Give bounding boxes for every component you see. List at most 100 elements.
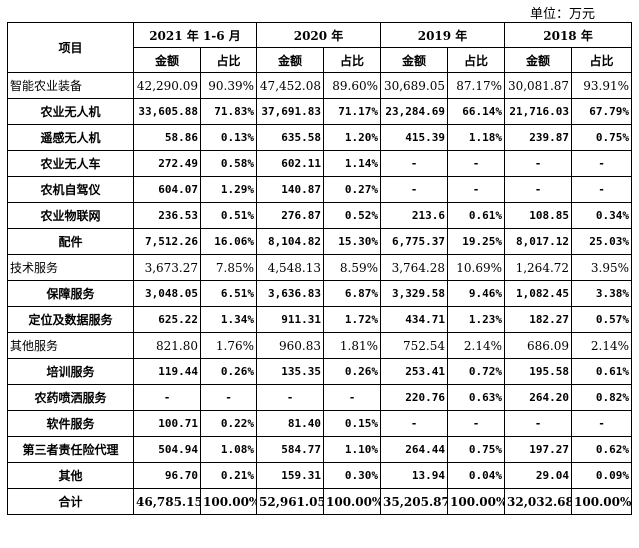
header-row-metrics: 金额 占比 金额 占比 金额 占比 金额 占比	[8, 47, 633, 73]
table-row: 其他服务 821.80 1.76% 960.83 1.81% 752.54 2.14% 686…	[7, 332, 633, 359]
ratio-cell: -	[447, 150, 506, 177]
amount-cell: 264.44	[380, 436, 449, 463]
amount-cell: 21,716.03	[504, 98, 573, 125]
header-amount: 金额	[256, 47, 324, 73]
ratio-cell: 100.00%	[200, 488, 257, 515]
table-row: 农业物联网 236.53 0.51% 276.87 0.52% 213.6 0.61% 108…	[7, 202, 633, 229]
amount-cell: 213.6	[380, 202, 449, 229]
amount-cell: 52,961.05	[256, 488, 324, 515]
row-label: 技术服务	[7, 254, 134, 281]
header-period: 2021 年 1-6 月	[133, 22, 257, 48]
ratio-cell: 0.61%	[571, 358, 633, 385]
amount-cell: 434.71	[380, 306, 449, 333]
amount-cell: 253.41	[380, 358, 449, 385]
table-row: 定位及数据服务 625.22 1.34% 911.31 1.72% 434.71 1.23%…	[7, 306, 633, 333]
ratio-cell: 1.10%	[322, 436, 382, 463]
amount-cell: 81.40	[256, 410, 324, 437]
ratio-cell: -	[447, 176, 506, 203]
amount-cell: -	[256, 384, 324, 411]
amount-cell: 47,452.08	[256, 72, 324, 99]
amount-cell: 625.22	[133, 306, 201, 333]
row-label: 保障服务	[7, 280, 134, 307]
header-item: 项目	[7, 22, 134, 73]
revenue-table: 项目 2021 年 1-6 月 2020 年 2019 年 2018 年 金额 …	[7, 22, 633, 515]
amount-cell: 140.87	[256, 176, 324, 203]
ratio-cell: 1.29%	[200, 176, 257, 203]
ratio-cell: 87.17%	[447, 72, 506, 99]
ratio-cell: 0.13%	[200, 124, 257, 151]
table-row: 软件服务 100.71 0.22% 81.40 0.15% - - - -	[7, 410, 633, 437]
amount-cell: 195.58	[504, 358, 573, 385]
amount-cell: 272.49	[133, 150, 201, 177]
ratio-cell: 0.26%	[322, 358, 382, 385]
amount-cell: 821.80	[133, 332, 201, 359]
table-row: 农业无人车 272.49 0.58% 602.11 1.14% - - - -	[7, 150, 633, 177]
amount-cell: 960.83	[256, 332, 324, 359]
amount-cell: 100.71	[133, 410, 201, 437]
ratio-cell: 0.75%	[571, 124, 633, 151]
amount-cell: 42,290.09	[133, 72, 201, 99]
amount-cell: 3,636.83	[256, 280, 324, 307]
amount-cell: 1,082.45	[504, 280, 573, 307]
ratio-cell: -	[571, 150, 633, 177]
table-row: 第三者责任险代理 504.94 1.08% 584.77 1.10% 264.44 0.75…	[7, 436, 633, 463]
ratio-cell: 0.15%	[322, 410, 382, 437]
amount-cell: 3,764.28	[380, 254, 449, 281]
amount-cell: 30,689.05	[380, 72, 449, 99]
row-label: 其他服务	[7, 332, 134, 359]
ratio-cell: 2.14%	[447, 332, 506, 359]
ratio-cell: 0.09%	[571, 462, 633, 489]
amount-cell: 8,104.82	[256, 228, 324, 255]
ratio-cell: 16.06%	[200, 228, 257, 255]
header-amount: 金额	[380, 47, 449, 73]
row-label: 农机自驾仪	[7, 176, 134, 203]
row-label: 合计	[7, 488, 134, 515]
ratio-cell: 0.26%	[200, 358, 257, 385]
header-ratio: 占比	[200, 47, 257, 73]
amount-cell: -	[380, 410, 449, 437]
row-label: 第三者责任险代理	[7, 436, 134, 463]
ratio-cell: -	[571, 410, 633, 437]
amount-cell: 264.20	[504, 384, 573, 411]
amount-cell: 46,785.15	[133, 488, 201, 515]
amount-cell: 96.70	[133, 462, 201, 489]
ratio-cell: 25.03%	[571, 228, 633, 255]
header-amount: 金额	[504, 47, 573, 73]
ratio-cell: 1.08%	[200, 436, 257, 463]
amount-cell: 604.07	[133, 176, 201, 203]
ratio-cell: -	[447, 410, 506, 437]
row-label: 配件	[7, 228, 134, 255]
ratio-cell: 0.62%	[571, 436, 633, 463]
amount-cell: 35,205.87	[380, 488, 449, 515]
amount-cell: -	[380, 150, 449, 177]
ratio-cell: 0.21%	[200, 462, 257, 489]
header-period: 2020 年	[255, 22, 382, 48]
ratio-cell: 1.23%	[447, 306, 506, 333]
table-row: 保障服务 3,048.05 6.51% 3,636.83 6.87% 3,329.58 9.…	[7, 280, 633, 307]
amount-cell: 8,017.12	[504, 228, 573, 255]
amount-cell: 752.54	[380, 332, 449, 359]
ratio-cell: 0.58%	[200, 150, 257, 177]
amount-cell: 32,032.68	[504, 488, 573, 515]
amount-cell: -	[504, 176, 573, 203]
amount-cell: 29.04	[504, 462, 573, 489]
ratio-cell: 100.00%	[447, 488, 506, 515]
ratio-cell: 0.52%	[322, 202, 382, 229]
header-period: 2018 年	[504, 22, 633, 48]
amount-cell: 584.77	[256, 436, 324, 463]
amount-cell: 33,605.88	[133, 98, 201, 125]
row-label: 农药喷洒服务	[7, 384, 134, 411]
amount-cell: 239.87	[504, 124, 573, 151]
table-row: 培训服务 119.44 0.26% 135.35 0.26% 253.41 0.72% 195…	[7, 358, 633, 385]
amount-cell: -	[380, 176, 449, 203]
amount-cell: 911.31	[256, 306, 324, 333]
header-amount: 金额	[133, 47, 201, 73]
amount-cell: -	[504, 410, 573, 437]
amount-cell: 182.27	[504, 306, 573, 333]
amount-cell: 13.94	[380, 462, 449, 489]
header-ratio: 占比	[447, 47, 506, 73]
ratio-cell: 71.83%	[200, 98, 257, 125]
row-label: 遥感无人机	[7, 124, 134, 151]
ratio-cell: 0.04%	[447, 462, 506, 489]
ratio-cell: -	[200, 384, 257, 411]
